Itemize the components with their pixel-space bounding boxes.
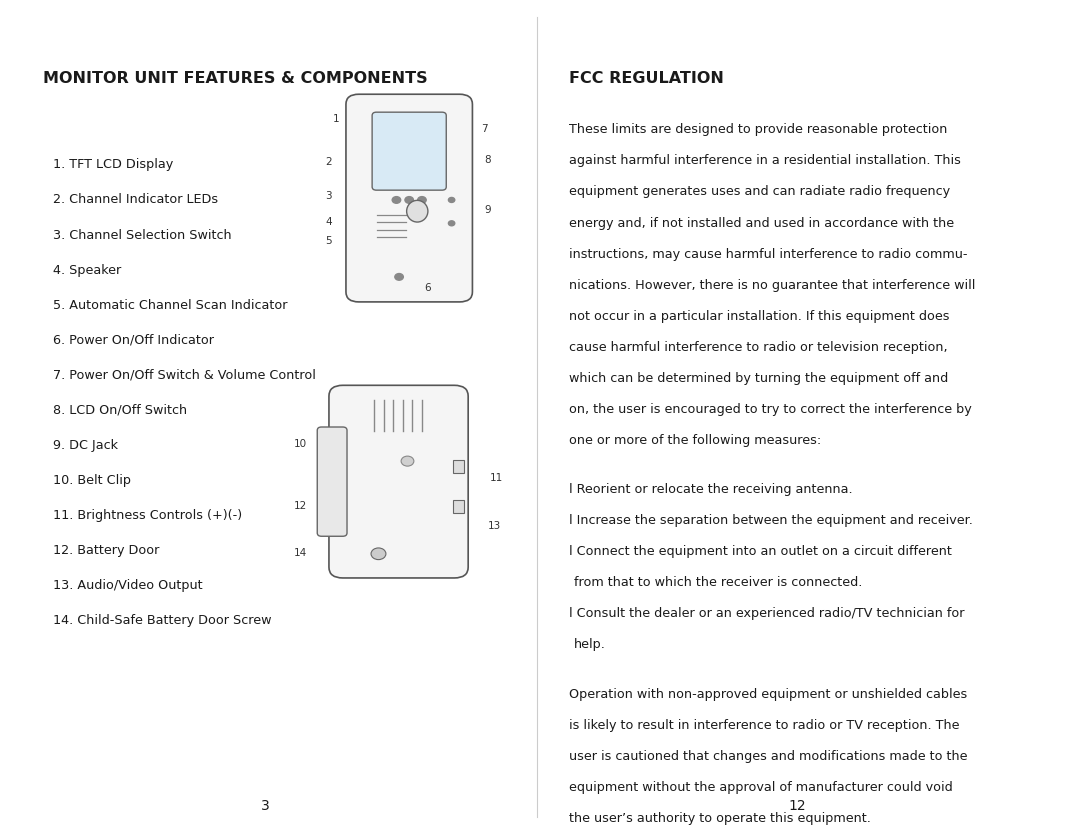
Text: Operation with non-approved equipment or unshielded cables: Operation with non-approved equipment or… <box>568 687 967 701</box>
Text: not occur in a particular installation. If this equipment does: not occur in a particular installation. … <box>568 309 949 323</box>
FancyBboxPatch shape <box>318 427 347 536</box>
Circle shape <box>418 197 427 203</box>
Text: l Consult the dealer or an experienced radio/TV technician for: l Consult the dealer or an experienced r… <box>568 607 964 620</box>
Text: one or more of the following measures:: one or more of the following measures: <box>568 434 821 447</box>
Text: 10. Belt Clip: 10. Belt Clip <box>53 474 131 487</box>
Text: 13. Audio/Video Output: 13. Audio/Video Output <box>53 579 203 592</box>
Text: 1: 1 <box>333 114 340 124</box>
Circle shape <box>448 198 455 203</box>
Text: 3. Channel Selection Switch: 3. Channel Selection Switch <box>53 229 232 242</box>
Text: 2: 2 <box>325 157 332 167</box>
Text: is likely to result in interference to radio or TV reception. The: is likely to result in interference to r… <box>568 719 959 731</box>
Text: 11. Brightness Controls (+)(-): 11. Brightness Controls (+)(-) <box>53 509 242 522</box>
Text: on, the user is encouraged to try to correct the interference by: on, the user is encouraged to try to cor… <box>568 403 971 415</box>
Text: 9. DC Jack: 9. DC Jack <box>53 439 118 452</box>
Text: 5: 5 <box>325 236 332 246</box>
Circle shape <box>448 221 455 226</box>
Text: 12: 12 <box>294 500 307 510</box>
Text: help.: help. <box>573 638 606 651</box>
Text: cause harmful interference to radio or television reception,: cause harmful interference to radio or t… <box>568 340 947 354</box>
Text: against harmful interference in a residential installation. This: against harmful interference in a reside… <box>568 154 960 168</box>
Text: equipment without the approval of manufacturer could void: equipment without the approval of manufa… <box>568 781 953 794</box>
Text: from that to which the receiver is connected.: from that to which the receiver is conne… <box>573 576 862 589</box>
Text: 14: 14 <box>294 549 307 559</box>
Text: 3: 3 <box>261 799 270 813</box>
Text: 12: 12 <box>788 799 806 813</box>
Text: 12. Battery Door: 12. Battery Door <box>53 544 160 557</box>
Text: 5. Automatic Channel Scan Indicator: 5. Automatic Channel Scan Indicator <box>53 299 287 312</box>
Ellipse shape <box>407 200 428 222</box>
FancyBboxPatch shape <box>329 385 468 578</box>
Text: 14. Child-Safe Battery Door Screw: 14. Child-Safe Battery Door Screw <box>53 614 272 627</box>
Text: These limits are designed to provide reasonable protection: These limits are designed to provide rea… <box>568 123 947 137</box>
Circle shape <box>392 197 401 203</box>
Circle shape <box>395 274 403 280</box>
Text: 8. LCD On/Off Switch: 8. LCD On/Off Switch <box>53 404 187 417</box>
Text: 3: 3 <box>325 191 332 201</box>
Text: 6. Power On/Off Indicator: 6. Power On/Off Indicator <box>53 334 214 347</box>
Text: 7. Power On/Off Switch & Volume Control: 7. Power On/Off Switch & Volume Control <box>53 369 316 382</box>
Text: 9: 9 <box>485 205 491 215</box>
Text: nications. However, there is no guarantee that interference will: nications. However, there is no guarante… <box>568 279 975 292</box>
Text: 4. Speaker: 4. Speaker <box>53 264 121 277</box>
Bar <box>454 460 464 473</box>
Text: FCC REGULATION: FCC REGULATION <box>568 71 724 86</box>
Circle shape <box>372 548 386 560</box>
Circle shape <box>401 456 414 466</box>
Text: 6: 6 <box>424 283 431 293</box>
Text: equipment generates uses and can radiate radio frequency: equipment generates uses and can radiate… <box>568 185 949 198</box>
Text: 2. Channel Indicator LEDs: 2. Channel Indicator LEDs <box>53 193 218 207</box>
Text: 8: 8 <box>485 155 491 165</box>
Text: MONITOR UNIT FEATURES & COMPONENTS: MONITOR UNIT FEATURES & COMPONENTS <box>42 71 427 86</box>
Text: the user’s authority to operate this equipment.: the user’s authority to operate this equ… <box>568 811 870 825</box>
Text: energy and, if not installed and used in accordance with the: energy and, if not installed and used in… <box>568 217 954 229</box>
FancyBboxPatch shape <box>346 94 472 302</box>
Text: 13: 13 <box>488 521 501 531</box>
Text: 4: 4 <box>325 217 332 227</box>
Text: 10: 10 <box>294 439 307 449</box>
Circle shape <box>405 197 414 203</box>
Text: l Reorient or relocate the receiving antenna.: l Reorient or relocate the receiving ant… <box>568 483 852 496</box>
Text: 1. TFT LCD Display: 1. TFT LCD Display <box>53 158 174 172</box>
Text: which can be determined by turning the equipment off and: which can be determined by turning the e… <box>568 372 948 384</box>
Text: instructions, may cause harmful interference to radio commu-: instructions, may cause harmful interfer… <box>568 248 967 260</box>
Text: 11: 11 <box>490 473 503 483</box>
FancyBboxPatch shape <box>373 113 446 190</box>
Bar <box>454 500 464 513</box>
Text: l Connect the equipment into an outlet on a circuit different: l Connect the equipment into an outlet o… <box>568 545 951 558</box>
Text: user is cautioned that changes and modifications made to the: user is cautioned that changes and modif… <box>568 750 967 762</box>
Text: 7: 7 <box>482 124 488 134</box>
Text: l Increase the separation between the equipment and receiver.: l Increase the separation between the eq… <box>568 514 972 527</box>
